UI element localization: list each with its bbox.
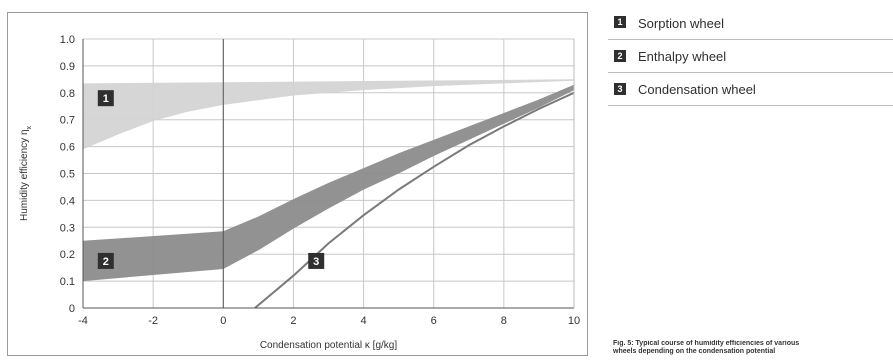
caption-line2: wheels depending on the condensation pot… (613, 348, 776, 355)
chart-frame: 0 0.1 0.2 0.3 0.4 0.5 0.6 0.7 0.8 0.9 1.0 -4 -2 0 2 4 6 8… (7, 12, 588, 356)
x-tick-label: 8 (501, 315, 507, 327)
y-tick-label: 0.8 (60, 88, 75, 100)
series-badge-label: 2 (103, 256, 109, 268)
y-tick-label: 0.2 (60, 249, 75, 261)
legend-label: Condensation wheel (638, 81, 756, 97)
y-tick-label: 1.0 (60, 34, 75, 46)
y-tick-label: 0.1 (60, 276, 75, 288)
series-badge (308, 252, 325, 269)
humidity-efficiency-chart: 0 0.1 0.2 0.3 0.4 0.5 0.6 0.7 0.8 0.9 1.0 -4 -2 0 2 4 6 8… (19, 34, 580, 351)
y-tick-label: 0.3 (60, 222, 75, 234)
y-axis-label: Humidity efficiency ηx (19, 125, 33, 221)
legend-item-condensation-wheel: 3 Condensation wheel (608, 73, 893, 106)
y-tick-label: 0.4 (60, 195, 75, 207)
band-enthalpy-wheel (83, 84, 574, 282)
x-tick-label: -2 (148, 315, 158, 327)
legend-label: Enthalpy wheel (638, 48, 727, 64)
caption-title: Fig. 5: Typical course of humidity effic… (613, 340, 800, 347)
band-sorption-wheel (83, 79, 574, 150)
legend-item-sorption-wheel: 1 Sorption wheel (608, 12, 893, 40)
legend-badge: 2 (614, 50, 626, 62)
series-badge (97, 90, 114, 107)
x-tick-label: 4 (361, 315, 367, 327)
x-tick-label: 0 (220, 315, 226, 327)
y-axis-label-subscript: x (26, 125, 33, 129)
y-tick-label: 0.5 (60, 169, 75, 181)
series-badge (97, 252, 114, 269)
x-tick-label: -4 (78, 315, 88, 327)
x-axis-label: Condensation potential κ [g/kg] (260, 340, 398, 351)
y-tick-label: 0 (69, 303, 75, 315)
series-badge-label: 3 (313, 256, 319, 268)
series-badge-label: 1 (103, 93, 109, 105)
figure-caption: Fig. 5: Typical course of humidity effic… (613, 340, 893, 362)
x-tick-label: 2 (290, 315, 296, 327)
legend-label: Sorption wheel (638, 16, 724, 31)
y-tick-label: 0.6 (60, 142, 75, 154)
legend: 1 Sorption wheel 2 Enthalpy wheel 3 Cond… (608, 12, 893, 106)
legend-item-enthalpy-wheel: 2 Enthalpy wheel (608, 40, 893, 73)
x-tick-label: 10 (568, 315, 580, 327)
y-tick-label: 0.9 (60, 61, 75, 73)
y-tick-label: 0.7 (60, 115, 75, 127)
legend-badge: 3 (614, 83, 626, 95)
x-tick-label: 6 (431, 315, 437, 327)
legend-badge: 1 (614, 16, 626, 28)
